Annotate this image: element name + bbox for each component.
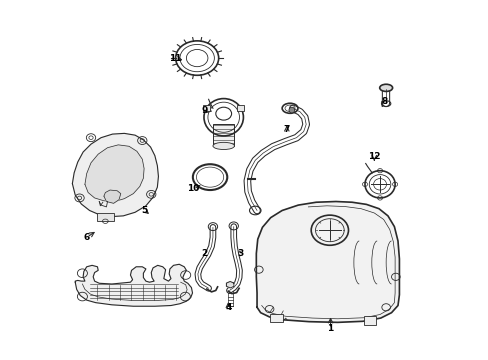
Polygon shape	[85, 145, 144, 202]
Polygon shape	[104, 190, 121, 203]
Bar	[237, 105, 244, 111]
Text: 5: 5	[142, 206, 148, 215]
Polygon shape	[256, 202, 399, 322]
Bar	[97, 213, 113, 221]
Ellipse shape	[212, 142, 234, 149]
Bar	[212, 124, 234, 146]
Text: 3: 3	[237, 249, 244, 258]
Text: 11: 11	[169, 54, 182, 63]
Text: 6: 6	[83, 233, 90, 242]
Bar	[203, 105, 210, 111]
Text: 2: 2	[201, 249, 207, 258]
Text: 1: 1	[327, 324, 333, 333]
Text: 9: 9	[202, 105, 208, 114]
Polygon shape	[72, 134, 158, 217]
Ellipse shape	[379, 84, 392, 91]
Bar	[270, 314, 283, 322]
Polygon shape	[226, 282, 233, 288]
Polygon shape	[75, 264, 192, 306]
Text: 12: 12	[367, 152, 380, 161]
Bar	[363, 316, 376, 325]
Ellipse shape	[288, 107, 294, 113]
Text: 8: 8	[381, 96, 386, 105]
Text: 7: 7	[283, 125, 289, 134]
Text: 4: 4	[224, 303, 231, 312]
Text: 10: 10	[187, 184, 200, 193]
